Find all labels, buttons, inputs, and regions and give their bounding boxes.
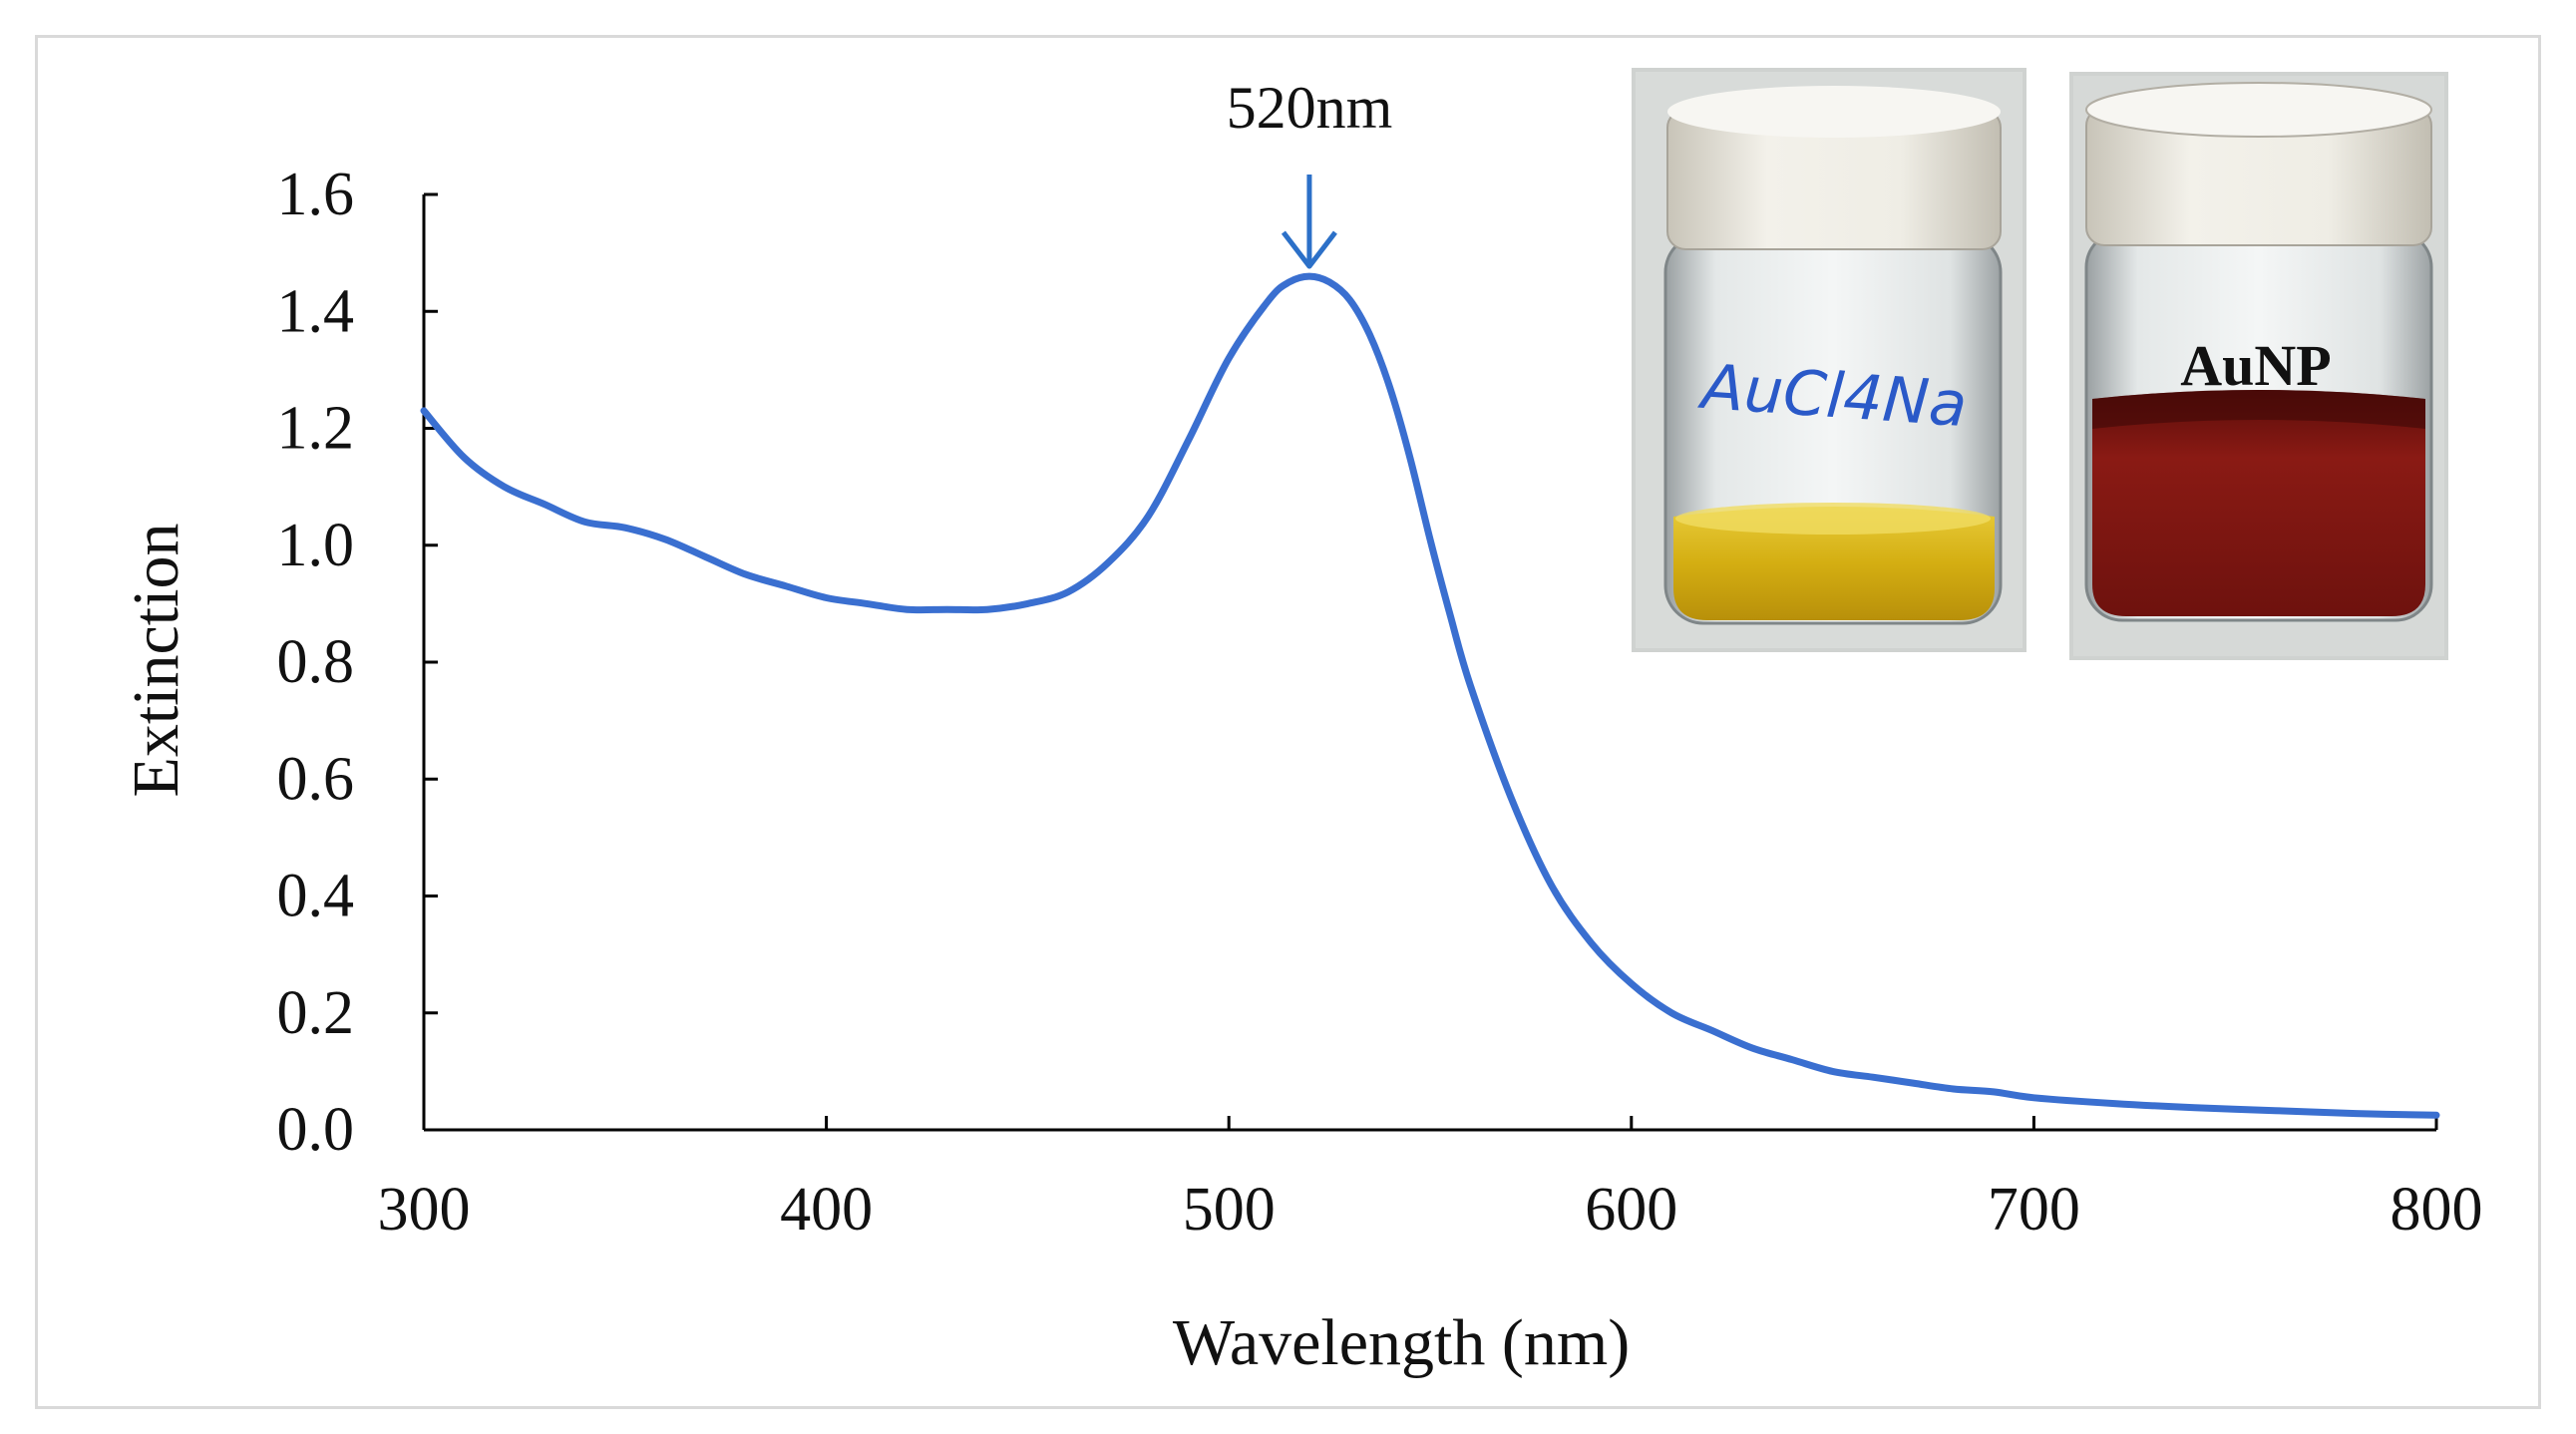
y-tick-label: 0.4 (277, 863, 355, 930)
peak-label: 520nm (1227, 75, 1393, 141)
y-axis-title: Extinction (120, 524, 192, 798)
x-tick-label: 600 (1585, 1176, 1677, 1244)
y-tick-label: 1.2 (277, 395, 355, 463)
vial-photo-left: AuCl4Na (1632, 68, 2026, 652)
y-tick-label: 1.0 (277, 512, 355, 579)
peak-annotation: 520nm (1227, 75, 1393, 269)
x-axis-title: Wavelength (nm) (1173, 1306, 1630, 1379)
y-tick-label: 1.4 (277, 277, 355, 345)
extinction-curve (420, 272, 2440, 1119)
y-tick-label: 1.6 (277, 161, 355, 228)
right-vial-label: AuNP (2180, 333, 2331, 398)
x-tick-label: 800 (2391, 1176, 2483, 1244)
y-tick-label: 0.2 (277, 979, 355, 1047)
y-tick-label: 0.6 (277, 745, 355, 813)
y-tick-label: 0.8 (277, 628, 355, 696)
vial-photo-right: AuNP (2069, 72, 2448, 660)
x-tick-label: 300 (378, 1176, 471, 1244)
y-tick-label: 0.0 (277, 1096, 355, 1164)
peak-arrow-icon (1281, 230, 1337, 269)
x-tick-label: 400 (780, 1176, 873, 1244)
x-tick-label: 500 (1183, 1176, 1276, 1244)
x-tick-label: 700 (1988, 1176, 2080, 1244)
